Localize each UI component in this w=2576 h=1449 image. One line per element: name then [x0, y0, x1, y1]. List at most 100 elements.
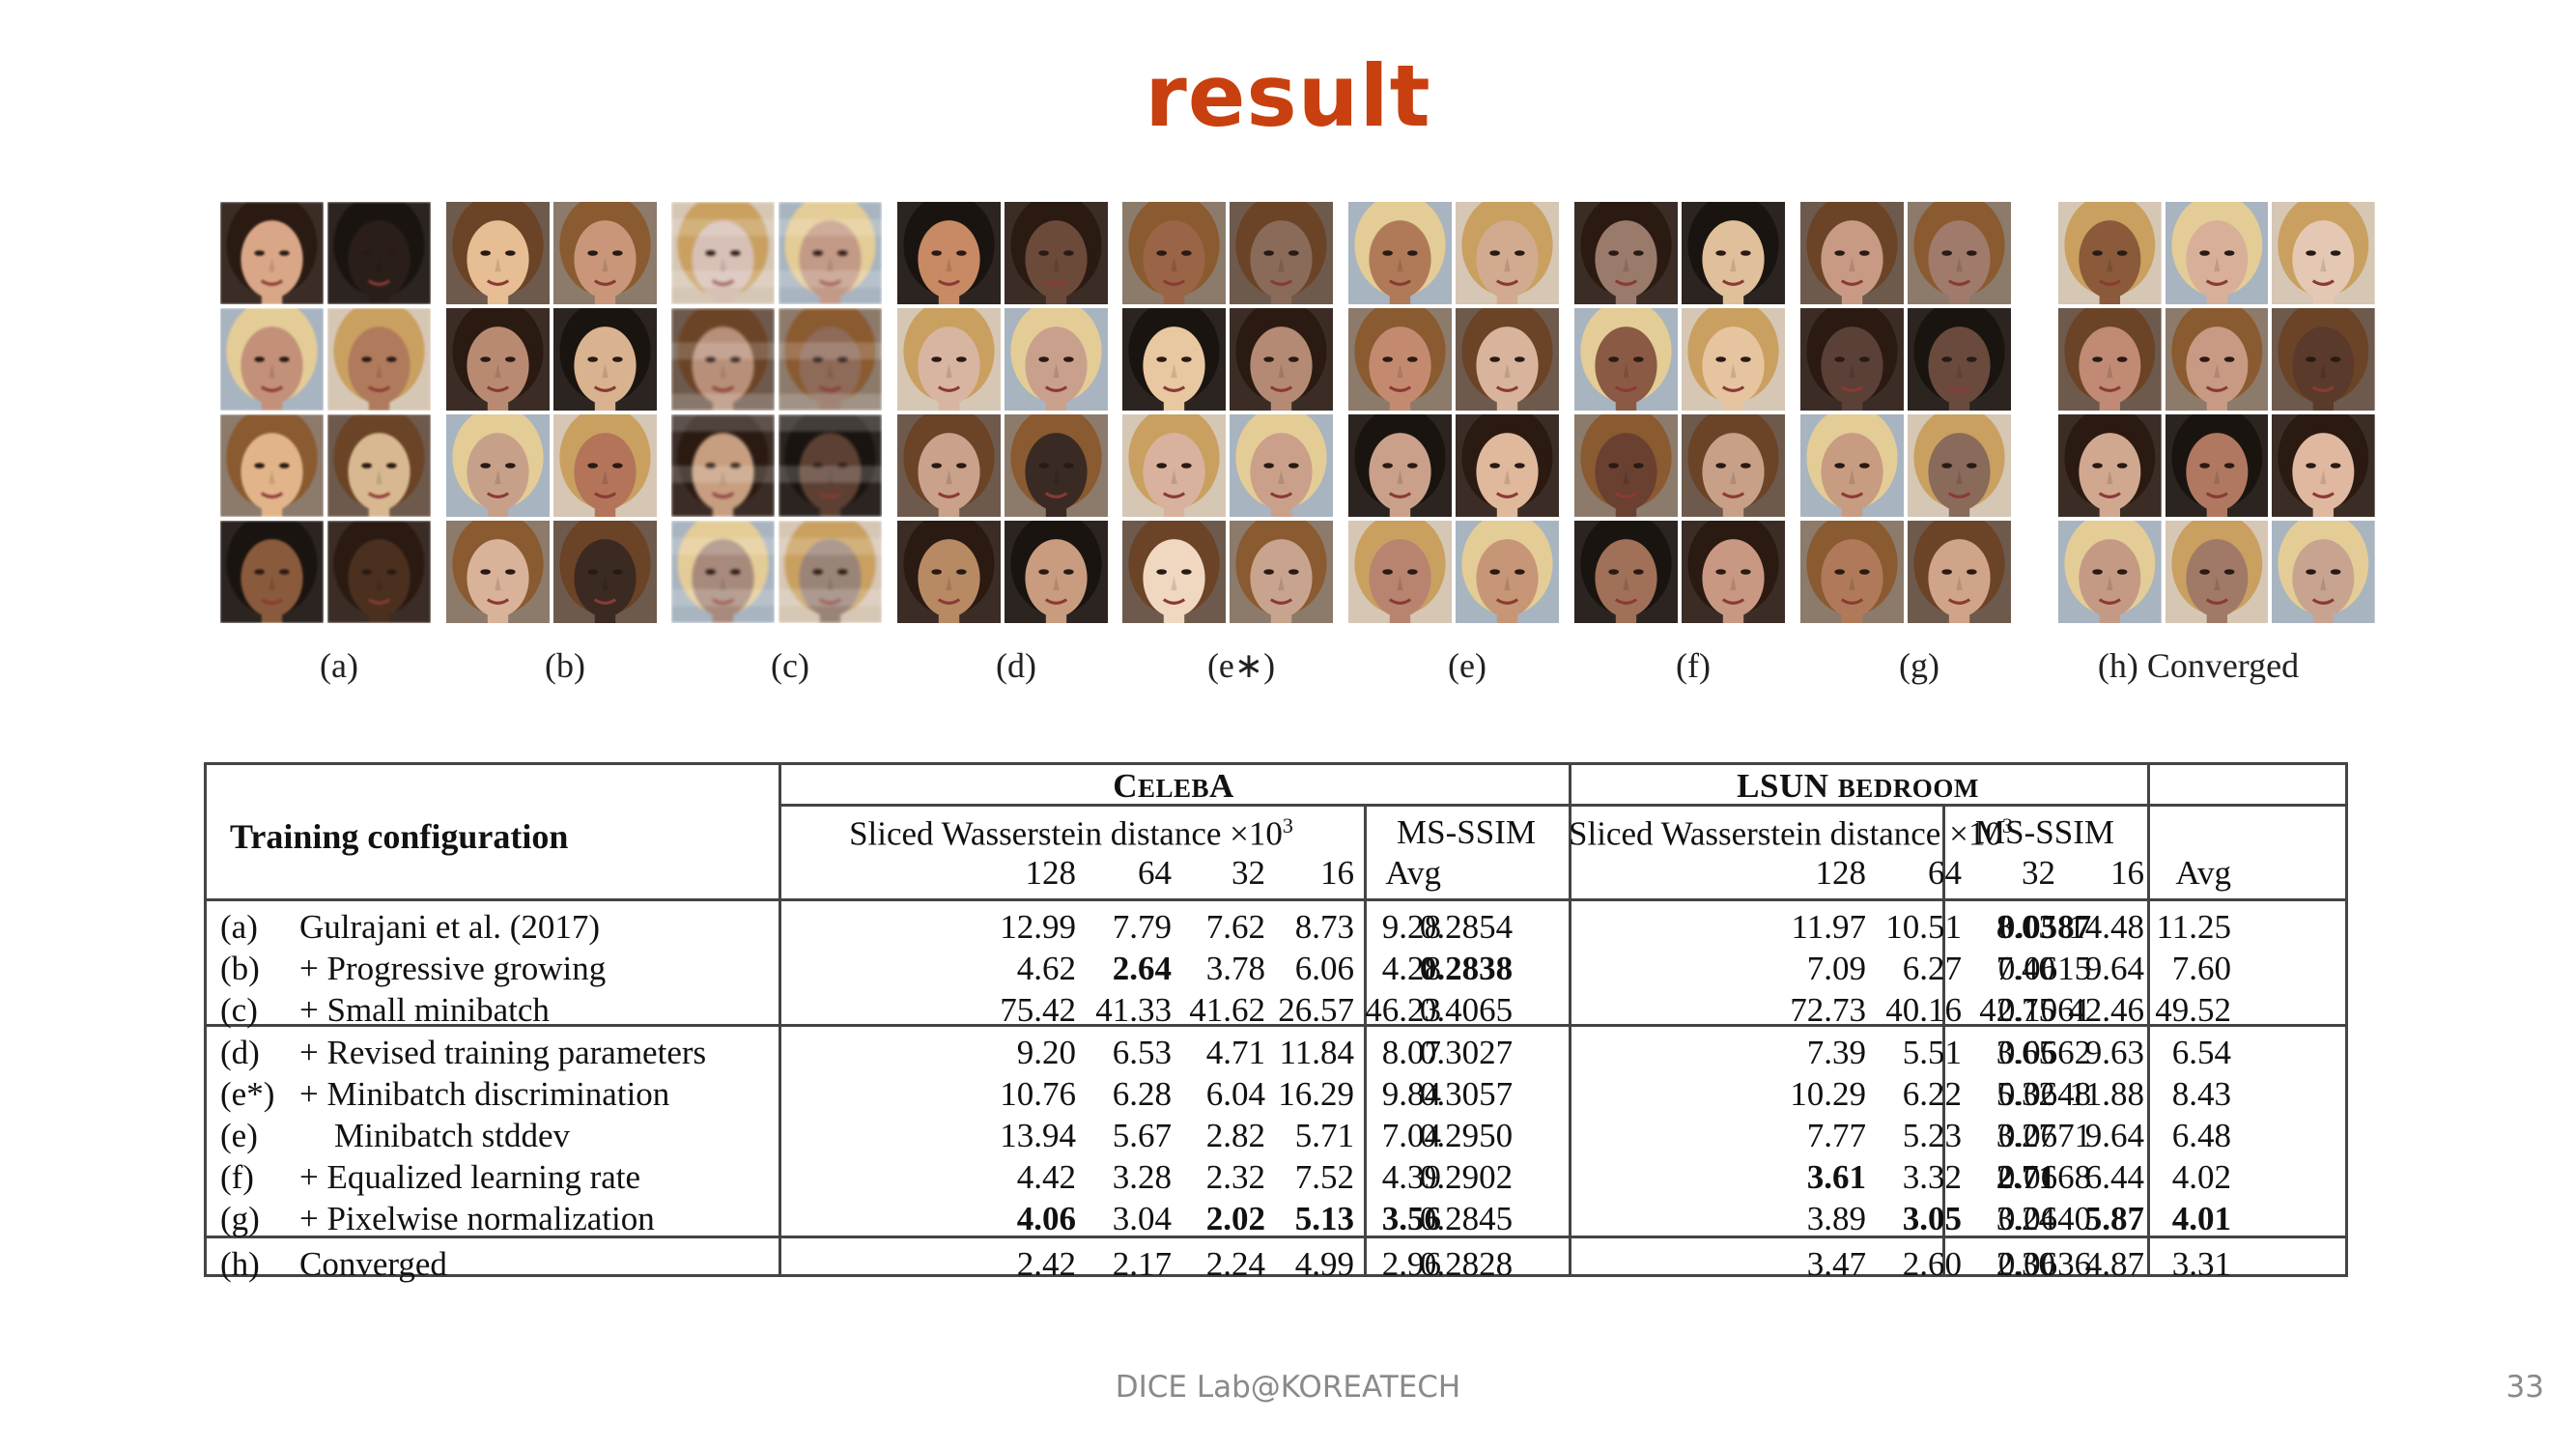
lsun-msssim-cell: 0.0671: [1997, 1117, 2092, 1154]
generated-face-image: [1122, 308, 1226, 411]
generated-face-image: [1122, 202, 1226, 304]
lsun-swd-cell: 11.97: [1791, 908, 1866, 946]
generated-face-image: [2272, 414, 2375, 517]
generated-face-image: [2165, 202, 2269, 304]
lsun-swd-cell: 7.77: [1806, 1117, 1866, 1154]
generated-face-image: [2165, 414, 2269, 517]
celeba-swd-cell: 5.13: [1294, 1200, 1354, 1237]
lsun-msssim-cell: 0.0648: [1997, 1075, 2092, 1113]
celeba-swd-cell: 3.04: [1112, 1200, 1172, 1237]
celeba-msssim-cell: 0.2828: [1419, 1245, 1514, 1283]
lsun-swd-cell: 3.31: [2171, 1245, 2231, 1283]
lsun-swd-cell: 14.48: [2068, 908, 2144, 946]
celeba-swd-cell: 3.28: [1112, 1158, 1172, 1196]
celeba-subheader-64: 64: [1138, 854, 1172, 892]
generated-face-image: [1574, 308, 1678, 411]
generated-face-image: [671, 202, 775, 304]
table-rule: [1364, 804, 1367, 1274]
generated-face-image: [897, 521, 1001, 623]
panel-caption: (e∗): [1206, 646, 1276, 685]
generated-face-image: [1456, 308, 1559, 411]
generated-face-image: [671, 521, 775, 623]
celeba-subheader-avg: Avg: [1385, 854, 1441, 892]
generated-face-image: [2272, 521, 2375, 623]
celeba-swd-cell: 7.79: [1112, 908, 1172, 946]
generated-face-image: [1005, 521, 1108, 623]
lsun-swd-cell: 2.60: [1902, 1245, 1962, 1283]
lsun-swd-cell: 3.47: [1806, 1245, 1866, 1283]
celeba-swd-cell: 2.42: [1016, 1245, 1076, 1283]
celeba-swd-cell: 10.76: [1000, 1075, 1076, 1113]
lsun-subheader-16: 16: [2110, 854, 2144, 892]
lsun-msssim-cell: 0.0640: [1997, 1200, 2092, 1237]
lsun-swd-cell: 7.40: [1996, 950, 2055, 987]
lsun-swd-cell: 9.63: [2084, 1034, 2144, 1071]
lsun-swd-cell: 9.64: [2084, 950, 2144, 987]
generated-face-image: [1800, 414, 1904, 517]
celeba-msssim-cell: 0.2902: [1419, 1158, 1514, 1196]
generated-face-image: [1800, 202, 1904, 304]
celeba-swd-cell: 4.99: [1294, 1245, 1354, 1283]
lsun-swd-cell: 8.43: [2171, 1075, 2231, 1113]
row-id: (g): [220, 1200, 260, 1237]
lsun-msssim-cell: 0.0587: [1997, 908, 2092, 946]
lsun-subheader-128: 128: [1815, 854, 1867, 892]
celeba-swd-cell: 11.84: [1279, 1034, 1354, 1071]
celeba-swd-cell: 2.96: [1381, 1245, 1441, 1283]
generated-face-image: [553, 414, 657, 517]
row-configuration-name: + Revised training parameters: [299, 1034, 707, 1071]
lsun-swd-cell: 9.64: [2084, 1117, 2144, 1154]
celeba-swd-cell: 7.04: [1381, 1117, 1441, 1154]
celeba-swd-cell: 3.56: [1381, 1200, 1441, 1237]
celeba-msssim-cell: 0.2854: [1419, 908, 1514, 946]
celeba-swd-cell: 4.42: [1016, 1158, 1076, 1196]
lsun-swd-cell: 11.88: [2069, 1075, 2144, 1113]
celeba-swd-cell: 4.28: [1381, 950, 1441, 987]
celeba-swd-cell: 9.84: [1381, 1075, 1441, 1113]
celeba-subheader-32: 32: [1231, 854, 1265, 892]
row-configuration-name: + Pixelwise normalization: [299, 1200, 655, 1237]
celeba-swd-cell: 46.23: [1365, 991, 1441, 1029]
row-id: (f): [220, 1158, 254, 1196]
celeba-swd-cell: 9.20: [1016, 1034, 1076, 1071]
lsun-swd-cell: 3.65: [1996, 1034, 2055, 1071]
lsun-bedroom-group-header: LSUN BEDROOM: [1737, 767, 1979, 805]
celeba-subheader-128: 128: [1025, 854, 1077, 892]
generated-face-image: [897, 308, 1001, 411]
celeba-swd-cell: 2.32: [1205, 1158, 1265, 1196]
generated-face-image: [1800, 521, 1904, 623]
celeba-swd-header: Sliced Wasserstein distance ×103: [849, 813, 1293, 853]
lsun-swd-cell: 6.22: [1902, 1075, 1962, 1113]
generated-face-image: [1908, 521, 2011, 623]
lsun-swd-cell: 3.27: [1996, 1117, 2055, 1154]
celeba-swd-cell: 6.06: [1294, 950, 1354, 987]
table-rule: [207, 1024, 2345, 1027]
generated-face-image: [2165, 521, 2269, 623]
table-rule: [778, 765, 781, 1274]
row-configuration-name: Converged: [299, 1245, 447, 1283]
lsun-swd-cell: 10.51: [1885, 908, 1962, 946]
generated-face-image: [1122, 414, 1226, 517]
panel-caption: (f): [1676, 646, 1711, 685]
generated-face-image: [1348, 308, 1452, 411]
celeba-msssim-cell: 0.3057: [1419, 1075, 1514, 1113]
panel-caption: (h) Converged: [2097, 646, 2300, 685]
celeba-swd-cell: 8.73: [1294, 908, 1354, 946]
generated-face-image: [778, 308, 882, 411]
generated-face-image: [553, 521, 657, 623]
row-id: (c): [220, 991, 258, 1029]
celeba-swd-cell: 7.52: [1294, 1158, 1354, 1196]
lsun-swd-cell: 40.16: [1885, 991, 1962, 1029]
generated-face-image: [220, 414, 324, 517]
row-configuration-name: Minibatch stddev: [334, 1117, 570, 1154]
celeba-msssim-cell: 0.2950: [1419, 1117, 1514, 1154]
panel-caption: (d): [996, 646, 1036, 685]
celeba-swd-cell: 5.67: [1112, 1117, 1172, 1154]
generated-face-image: [897, 414, 1001, 517]
celeba-swd-cell: 4.71: [1205, 1034, 1265, 1071]
lsun-swd-cell: 4.87: [2084, 1245, 2144, 1283]
lsun-swd-cell: 3.89: [1806, 1200, 1866, 1237]
lsun-swd-cell: 5.87: [2084, 1200, 2144, 1237]
celeba-swd-cell: 5.71: [1294, 1117, 1354, 1154]
lsun-swd-cell: 6.44: [2084, 1158, 2144, 1196]
